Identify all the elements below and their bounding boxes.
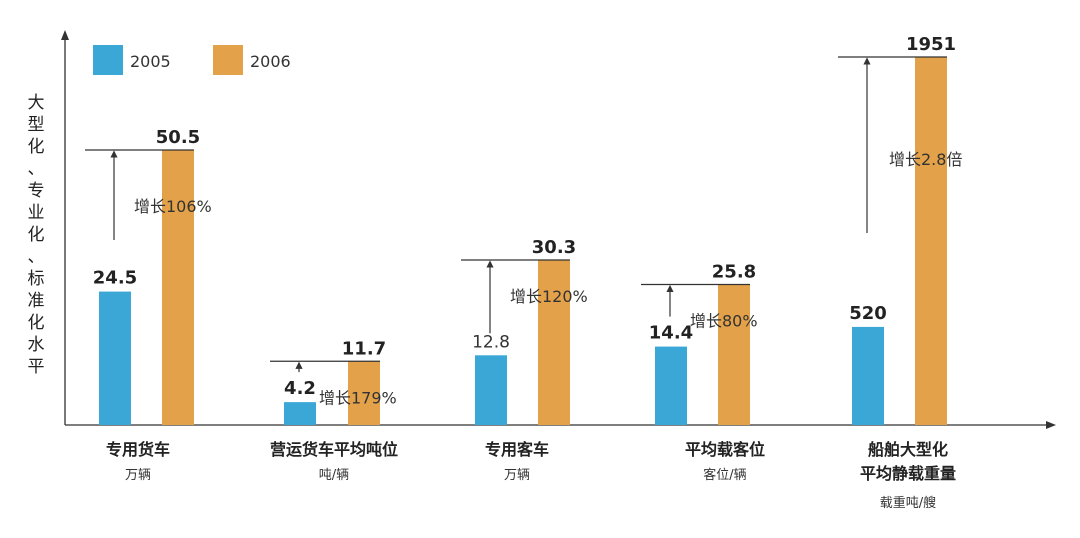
data-label-2006: 1951 bbox=[906, 34, 956, 55]
y-axis-label-char: 型 bbox=[28, 115, 45, 135]
y-axis-label-char: 、 bbox=[28, 159, 45, 179]
category-unit: 万辆 bbox=[504, 468, 530, 483]
y-axis-label-char: 专 bbox=[28, 181, 45, 201]
y-axis-label-char: 化 bbox=[28, 313, 45, 333]
category-label: 平均载客位 bbox=[685, 440, 765, 459]
bar-2006 bbox=[718, 284, 750, 425]
bar-2006 bbox=[915, 57, 947, 425]
y-axis-label-char: 化 bbox=[28, 225, 45, 245]
y-axis-label-char: 、 bbox=[28, 247, 45, 267]
legend-label-2005: 2005 bbox=[130, 52, 171, 71]
y-axis-label-char: 标 bbox=[28, 269, 45, 289]
category-label: 专用货车 bbox=[106, 440, 170, 459]
data-label-2005: 24.5 bbox=[93, 268, 137, 289]
y-axis-label-char: 平 bbox=[28, 357, 45, 377]
bar-2005 bbox=[284, 402, 316, 425]
data-label-2006: 25.8 bbox=[712, 262, 756, 283]
data-label-2006: 30.3 bbox=[532, 237, 576, 258]
x-axis-arrow-icon bbox=[1046, 421, 1056, 429]
y-axis-label-char: 水 bbox=[28, 335, 45, 355]
growth-label: 增长120% bbox=[510, 287, 588, 306]
growth-label: 增长80% bbox=[690, 312, 758, 331]
data-label-2005: 4.2 bbox=[284, 378, 316, 399]
legend-swatch-2005 bbox=[93, 45, 123, 75]
bar-2006 bbox=[348, 361, 380, 425]
category-unit: 载重吨/艘 bbox=[880, 495, 936, 511]
bar-2006 bbox=[162, 150, 194, 425]
category-unit: 万辆 bbox=[125, 468, 151, 483]
y-axis-label-char: 大 bbox=[28, 93, 45, 113]
bar-2005 bbox=[852, 326, 884, 425]
category-unit: 客位/辆 bbox=[703, 467, 746, 483]
category-unit: 吨/辆 bbox=[319, 468, 349, 483]
bar-2005 bbox=[99, 291, 131, 425]
legend: 2005 2006 bbox=[93, 45, 291, 75]
bar-2006 bbox=[538, 260, 570, 425]
y-axis-label-char: 准 bbox=[28, 291, 45, 311]
data-label-2006: 11.7 bbox=[342, 338, 386, 359]
growth-label: 增长106% bbox=[134, 197, 212, 216]
y-axis-arrow-icon bbox=[61, 30, 69, 40]
y-axis-label-char: 化 bbox=[28, 137, 45, 157]
category-label: 平均静载重量 bbox=[860, 464, 956, 483]
growth-label: 增长2.8倍 bbox=[889, 150, 962, 169]
category-label: 专用客车 bbox=[485, 440, 549, 459]
bar-2005 bbox=[655, 346, 687, 425]
legend-label-2006: 2006 bbox=[250, 52, 291, 71]
y-axis-label-char: 业 bbox=[28, 203, 45, 223]
data-label-2005: 14.4 bbox=[649, 323, 693, 344]
legend-swatch-2006 bbox=[213, 45, 243, 75]
data-label-2006: 50.5 bbox=[156, 127, 200, 148]
category-label: 营运货车平均吨位 bbox=[270, 440, 398, 459]
data-label-2005: 12.8 bbox=[472, 332, 510, 352]
growth-label: 增长179% bbox=[319, 388, 397, 407]
data-label-2005: 520 bbox=[849, 303, 887, 324]
category-label: 船舶大型化 bbox=[868, 440, 948, 459]
bar-2005 bbox=[475, 355, 507, 425]
